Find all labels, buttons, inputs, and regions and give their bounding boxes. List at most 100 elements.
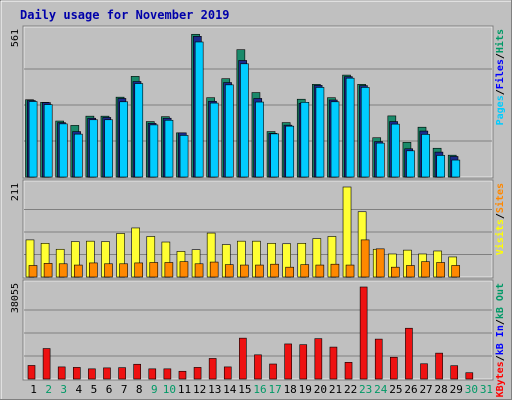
x-tick-label-1: 1 — [30, 383, 37, 396]
bar-sites-7 — [119, 263, 128, 278]
y-max-label: 561 — [10, 29, 21, 47]
x-tick-label-4: 4 — [76, 383, 83, 396]
bar-pages-15 — [240, 63, 249, 178]
bar-kbytes-11 — [178, 370, 187, 380]
bar-kbytes-5 — [88, 368, 96, 380]
bar-sites-12 — [194, 263, 204, 278]
bar-pages-23 — [360, 87, 370, 178]
bar-sites-17 — [270, 263, 279, 278]
panel-border — [22, 279, 494, 381]
bar-sites-15 — [240, 264, 249, 278]
bar-sites-11 — [179, 261, 189, 278]
legend-entry: KBytes — [495, 361, 506, 397]
bar-sites-18 — [285, 266, 294, 278]
x-tick-label-27: 27 — [419, 383, 432, 396]
bar-pages-3 — [58, 123, 68, 178]
bar-pages-5 — [89, 119, 98, 178]
bar-pages-14 — [225, 84, 234, 178]
bar-kbytes-20 — [314, 338, 323, 380]
x-tick-label-7: 7 — [121, 383, 128, 396]
x-tick-label-25: 25 — [389, 383, 402, 396]
bar-sites-22 — [345, 264, 355, 278]
bar-kbytes-14 — [223, 366, 232, 380]
bar-sites-2 — [43, 263, 53, 278]
x-axis-tick-labels: 1 2 3 4 5 6 7 8 9 10 11 12 13 14 15 16 17 18 19 20 21 22 23 24 2… — [30, 383, 493, 396]
bar-pages-27 — [421, 134, 430, 178]
bar-kbytes-16 — [254, 354, 262, 380]
x-tick-label-8: 8 — [136, 383, 143, 396]
y-max-label: 38055 — [10, 283, 21, 313]
bar-pages-11 — [179, 135, 189, 178]
x-tick-label-13: 13 — [208, 383, 221, 396]
bar-sites-16 — [255, 264, 264, 278]
bar-kbytes-22 — [344, 362, 353, 380]
bar-kbytes-3 — [57, 366, 66, 380]
bar-pages-2 — [43, 104, 53, 178]
legend-entry: / — [495, 213, 506, 219]
bar-pages-6 — [104, 119, 113, 178]
x-tick-label-5: 5 — [91, 383, 98, 396]
bar-sites-3 — [58, 263, 68, 278]
legend-entry: Sites — [494, 183, 506, 213]
bar-pages-1 — [28, 101, 38, 178]
x-tick-label-17: 17 — [268, 383, 281, 396]
bar-visits-22 — [342, 186, 352, 278]
x-tick-label-21: 21 — [329, 383, 342, 396]
bar-sites-27 — [421, 261, 430, 278]
bar-kbytes-6 — [103, 367, 111, 380]
bar-sites-20 — [315, 264, 325, 278]
bar-kbytes-17 — [269, 363, 277, 380]
bar-pages-8 — [134, 83, 144, 178]
x-tick-label-12: 12 — [193, 383, 206, 396]
bar-kbytes-30 — [465, 372, 474, 380]
series-legend: Visits/Sites — [494, 183, 506, 255]
bar-kbytes-28 — [435, 352, 443, 380]
bar-sites-26 — [406, 265, 415, 278]
bar-pages-4 — [74, 133, 83, 178]
x-tick-label-23: 23 — [359, 383, 372, 396]
bar-kbytes-8 — [133, 363, 141, 380]
series-legend: Pages/Files/Hits — [494, 29, 506, 125]
bar-sites-5 — [89, 262, 98, 278]
bar-sites-1 — [28, 265, 38, 278]
bar-pages-21 — [330, 101, 340, 178]
x-tick-label-16: 16 — [253, 383, 266, 396]
chart-title: Daily usage for November 2019 — [20, 8, 230, 22]
bar-kbytes-26 — [405, 327, 413, 380]
legend-entry: Hits — [494, 29, 506, 53]
bar-kbytes-18 — [284, 343, 292, 380]
bar-pages-18 — [285, 125, 295, 178]
bar-kbytes-10 — [163, 368, 172, 380]
x-tick-label-31: 31 — [480, 383, 493, 396]
series-kbytes — [27, 286, 474, 380]
bar-pages-29 — [451, 159, 461, 178]
legend-entry: / — [495, 319, 506, 325]
legend-entry: Pages — [495, 95, 506, 125]
bar-pages-10 — [164, 119, 174, 178]
bar-kbytes-15 — [239, 337, 247, 380]
series-pages — [28, 41, 461, 178]
bar-kbytes-13 — [208, 358, 217, 380]
chart-panels: 561 Pages/Files/Hits 21 1 Visits/Sites 38055 K… — [10, 25, 506, 397]
bar-sites-28 — [436, 262, 445, 278]
bar-kbytes-12 — [193, 367, 202, 380]
x-tick-label-9: 9 — [151, 383, 158, 396]
bar-sites-14 — [224, 264, 234, 278]
x-tick-label-29: 29 — [450, 383, 463, 396]
bar-sites-10 — [164, 262, 174, 278]
bar-kbytes-24 — [374, 338, 383, 380]
x-tick-label-18: 18 — [284, 383, 297, 396]
bar-sites-6 — [104, 263, 113, 278]
x-tick-label-20: 20 — [314, 383, 327, 396]
x-tick-label-22: 22 — [344, 383, 357, 396]
series-legend: KBytes/kB In/kB Out — [495, 283, 506, 397]
bar-pages-28 — [436, 155, 446, 178]
x-tick-label-15: 15 — [238, 383, 251, 396]
panel-border — [22, 179, 494, 279]
legend-entry: kB Out — [495, 283, 506, 319]
bar-kbytes-21 — [329, 346, 338, 380]
legend-entry: kB In — [495, 325, 506, 355]
bar-kbytes-7 — [118, 367, 126, 380]
x-tick-label-10: 10 — [163, 383, 176, 396]
